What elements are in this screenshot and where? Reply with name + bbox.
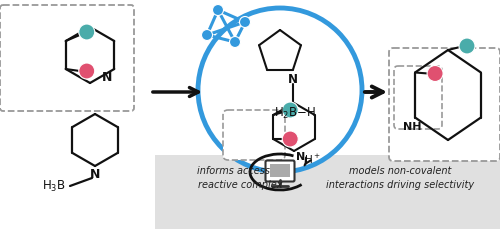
- Circle shape: [198, 8, 362, 172]
- Circle shape: [427, 65, 443, 82]
- Bar: [155, 155, 500, 229]
- Text: N: N: [296, 152, 305, 162]
- Circle shape: [212, 5, 224, 16]
- Text: NH: NH: [403, 122, 421, 131]
- Text: informs access to
reactive complex: informs access to reactive complex: [197, 166, 283, 190]
- Circle shape: [459, 38, 475, 54]
- Circle shape: [240, 16, 250, 27]
- Text: N: N: [90, 168, 100, 181]
- Text: H$^+$: H$^+$: [304, 153, 320, 166]
- Circle shape: [282, 102, 298, 118]
- Text: H$_3$B: H$_3$B: [42, 178, 66, 194]
- FancyBboxPatch shape: [389, 48, 500, 161]
- Text: models non-covalent
interactions driving selectivity: models non-covalent interactions driving…: [326, 166, 474, 190]
- Text: N: N: [102, 71, 112, 84]
- Circle shape: [79, 24, 95, 40]
- Text: H$_2$B$-$H: H$_2$B$-$H: [274, 106, 316, 121]
- FancyBboxPatch shape: [266, 161, 294, 182]
- Circle shape: [282, 131, 298, 147]
- FancyBboxPatch shape: [0, 5, 134, 111]
- Text: N: N: [288, 73, 298, 86]
- FancyBboxPatch shape: [223, 110, 285, 160]
- FancyBboxPatch shape: [394, 66, 442, 129]
- Circle shape: [202, 30, 212, 41]
- Circle shape: [79, 63, 95, 79]
- Circle shape: [230, 36, 240, 47]
- Bar: [270, 164, 290, 177]
